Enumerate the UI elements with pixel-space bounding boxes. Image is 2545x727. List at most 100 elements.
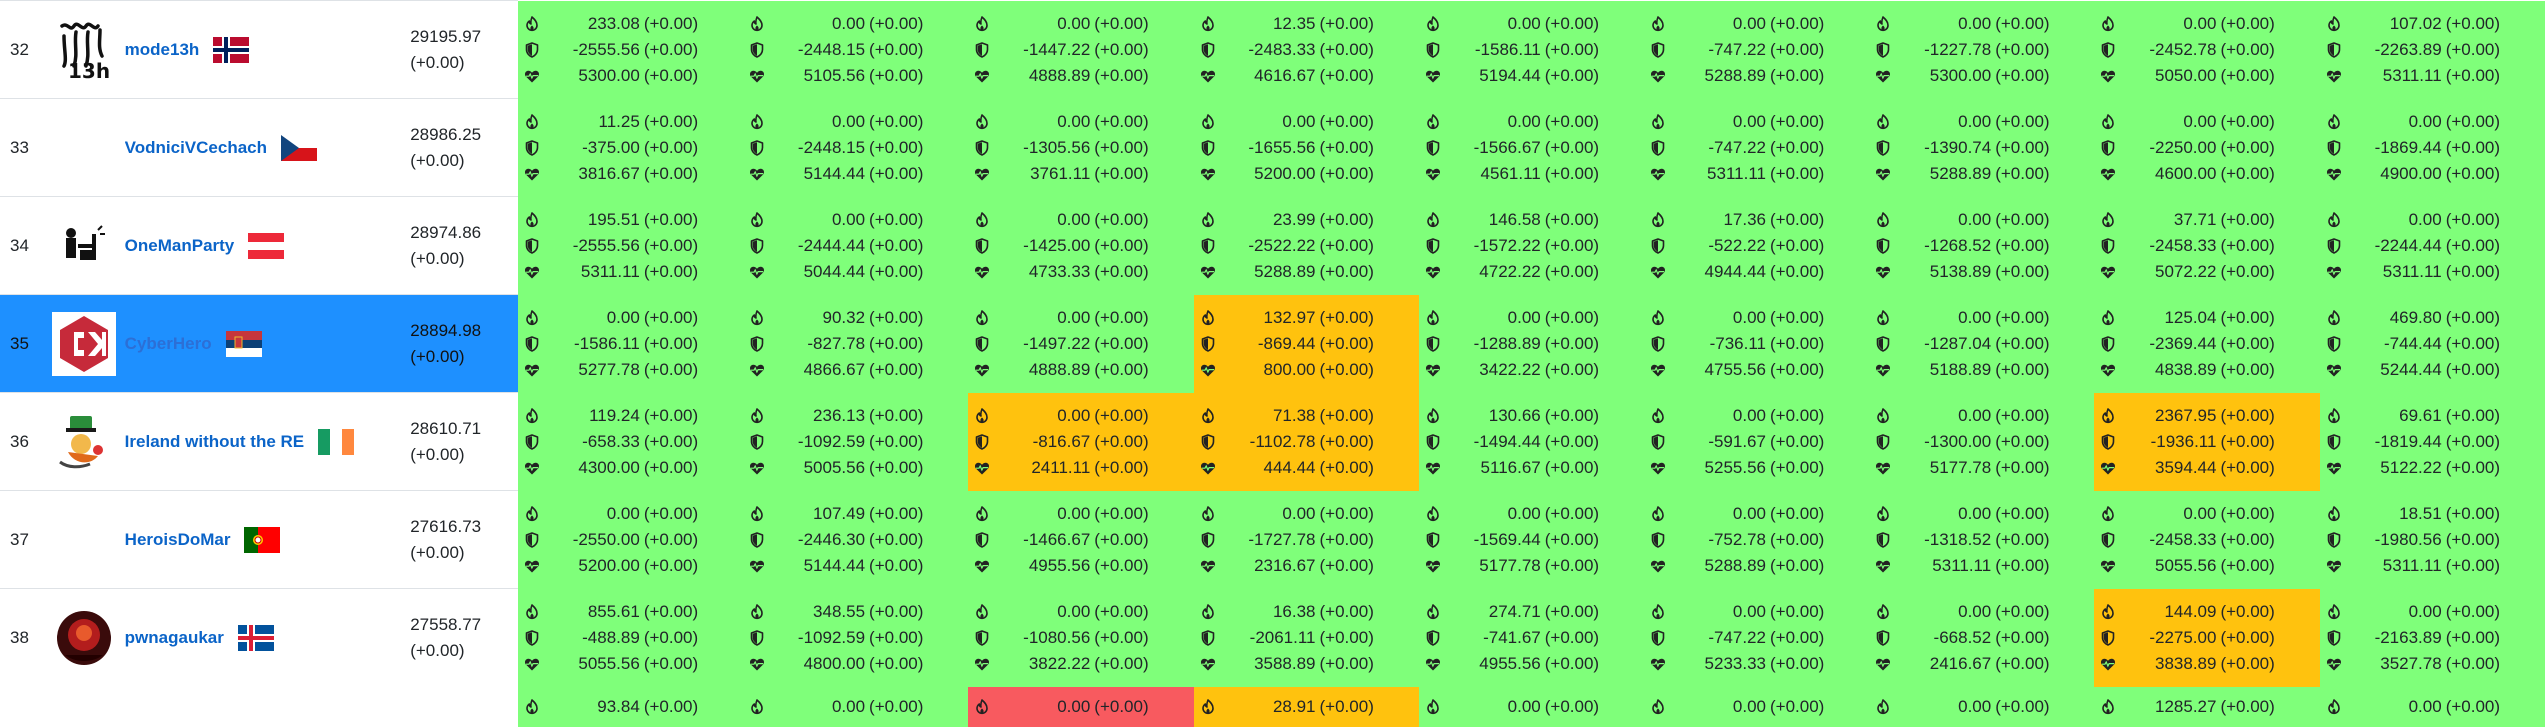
sla-line: 4616.67 (+0.00) [1200, 63, 1413, 89]
defense-line: -1318.52 (+0.00) [1875, 527, 2088, 553]
total-score: 29195.97 [410, 26, 482, 46]
rank-cell: 32 [0, 0, 45, 99]
attack-delta: (+0.00) [1769, 503, 1825, 523]
team-name-link[interactable]: CyberHero [124, 333, 212, 353]
shield-icon [2326, 531, 2346, 548]
table-row[interactable]: 36 Ireland without the RE 28610.71 (+0.00) 1… [0, 392, 2545, 491]
attack-delta: (+0.00) [2220, 111, 2275, 131]
defense-delta: (+0.00) [1995, 235, 2050, 255]
attack-value: 0.00 [606, 503, 640, 523]
heartbeat-icon [749, 68, 769, 84]
sla-line: 4944.44 (+0.00) [1650, 259, 1863, 285]
fire-icon [524, 211, 544, 228]
sla-value: 3527.78 [2380, 653, 2442, 673]
table-row[interactable]: 37 HeroisDoMar 27616.73 (+0.00) 0.00 (+0.00) -… [0, 490, 2545, 589]
defense-value: -1936.11 [2150, 431, 2217, 451]
defense-value: -1819.44 [2374, 431, 2442, 451]
defense-delta: (+0.00) [1544, 627, 1600, 647]
sla-line: 5005.56 (+0.00) [749, 455, 962, 481]
defense-delta: (+0.00) [643, 39, 699, 59]
shield-icon [2100, 335, 2120, 352]
defense-delta: (+0.00) [1094, 627, 1149, 647]
onemanparty-logo [52, 214, 116, 278]
total-score-cell: 27558.77 (+0.00) [408, 588, 518, 687]
defense-delta: (+0.00) [1769, 627, 1825, 647]
attack-value: 0.00 [1057, 696, 1091, 716]
sla-delta: (+0.00) [643, 359, 699, 379]
ireland-logo [52, 410, 116, 474]
team-name-link[interactable]: VodniciVCechach [124, 137, 268, 157]
table-row[interactable]: 33 VodniciVCechach 28986.25 (+0.00) 11.25 (+0… [0, 98, 2545, 197]
shield-icon [524, 237, 544, 254]
fire-icon [1875, 211, 1895, 228]
service-cell: 0.00 (+0.00) -1869.44 (+0.00) 4900.00 (+0.00) [2319, 98, 2545, 197]
shield-icon [1650, 139, 1670, 156]
rank-cell: 36 [0, 392, 45, 491]
defense-value: -1655.56 [1248, 137, 1316, 157]
defense-value: -1447.22 [1023, 39, 1091, 59]
service-stats: 0.00 (+0.00) -2444.44 (+0.00) 5044.44 (+0.00) [743, 203, 968, 289]
attack-delta: (+0.00) [1769, 13, 1825, 33]
sla-delta: (+0.00) [1094, 261, 1149, 281]
table-row[interactable]: 34 OneManParty 28974.86 (+0.00) 195.51 (+0.00… [0, 196, 2545, 295]
defense-delta: (+0.00) [2220, 431, 2275, 451]
team-name-link[interactable]: pwnagaukar [124, 627, 224, 647]
defense-line: -747.22 (+0.00) [1650, 625, 1863, 651]
heartbeat-icon [974, 68, 994, 84]
attack-delta: (+0.00) [1769, 405, 1825, 425]
attack-line: 0.00 (+0.00) [2100, 11, 2313, 37]
team-name-link[interactable]: HeroisDoMar [124, 529, 231, 549]
defense-delta: (+0.00) [2445, 39, 2501, 59]
service-cell: 2367.95 (+0.00) -1936.11 (+0.00) 3594.44 (+0.… [2094, 392, 2320, 491]
sla-value: 5122.22 [2380, 457, 2442, 477]
shield-icon [2326, 41, 2346, 58]
attack-value: 0.00 [2183, 503, 2217, 523]
sla-value: 5138.89 [1929, 261, 1992, 281]
attack-line: 69.61 (+0.00) [2326, 403, 2539, 429]
fire-icon [1200, 309, 1220, 326]
heartbeat-icon [974, 166, 994, 182]
attack-line: 93.84 (+0.00) [524, 694, 737, 720]
shield-icon [1875, 629, 1895, 646]
service-cell: 146.58 (+0.00) -1572.22 (+0.00) 4722.22 (+0.0… [1418, 196, 1644, 295]
defense-line: -1980.56 (+0.00) [2326, 527, 2539, 553]
service-stats: 132.97 (+0.00) -869.44 (+0.00) 800.00 (+0.00) [1194, 301, 1419, 387]
team-name-cell: Ireland without the RE [124, 392, 409, 491]
defense-line: -2452.78 (+0.00) [2100, 37, 2313, 63]
attack-delta: (+0.00) [1319, 13, 1374, 33]
sla-value: 5055.56 [578, 653, 640, 673]
table-row[interactable]: 35 CyberHero 28894.98 (+0.00) 0.00 (+0.00) -15… [0, 294, 2545, 393]
team-name-link[interactable]: OneManParty [124, 235, 235, 255]
team-name-link[interactable]: mode13h [124, 39, 200, 59]
sla-line: 5144.44 (+0.00) [749, 161, 962, 187]
service-cell: 0.00 (+0.00) -1390.74 (+0.00) 5288.89 (+0.00) [1869, 98, 2095, 197]
fire-icon [974, 603, 994, 620]
defense-line: -668.52 (+0.00) [1875, 625, 2088, 651]
defense-delta: (+0.00) [869, 235, 924, 255]
service-stats: 23.99 (+0.00) -2522.22 (+0.00) 5288.89 (+0.00… [1194, 203, 1419, 289]
defense-value: -1102.78 [1249, 431, 1316, 451]
defense-delta: (+0.00) [643, 137, 699, 157]
service-cell: 0.00 (+0.00) -736.11 (+0.00) 4755.56 (+0.00) [1643, 294, 1870, 393]
attack-value: 0.00 [1282, 503, 1316, 523]
defense-line: -2458.33 (+0.00) [2100, 527, 2313, 553]
table-row[interactable]: 32 13h mode13h 29195.97 (+0.00) 233.08 (+0.00)… [0, 0, 2545, 99]
sla-delta: (+0.00) [2445, 653, 2501, 673]
attack-delta: (+0.00) [2220, 503, 2275, 523]
attack-value: 348.55 [813, 601, 866, 621]
attack-delta: (+0.00) [643, 601, 699, 621]
attack-line: 125.04 (+0.00) [2100, 305, 2313, 331]
shield-icon [1425, 335, 1445, 352]
attack-value: 0.00 [831, 209, 866, 229]
sla-line: 4561.11 (+0.00) [1425, 161, 1638, 187]
shield-icon [1650, 335, 1670, 352]
table-row[interactable]: 38 pwnagaukar 27558.77 (+0.00) 855.61 (+0.00)… [0, 588, 2545, 687]
heartbeat-icon [1200, 460, 1220, 476]
team-name-link[interactable]: Ireland without the RE [124, 431, 305, 451]
heartbeat-icon [1650, 68, 1670, 84]
attack-line: 71.38 (+0.00) [1200, 403, 1413, 429]
defense-line: -1425.00 (+0.00) [974, 233, 1187, 259]
defense-delta: (+0.00) [643, 235, 699, 255]
defense-line: -816.67 (+0.00) [974, 429, 1187, 455]
defense-delta: (+0.00) [1769, 39, 1825, 59]
